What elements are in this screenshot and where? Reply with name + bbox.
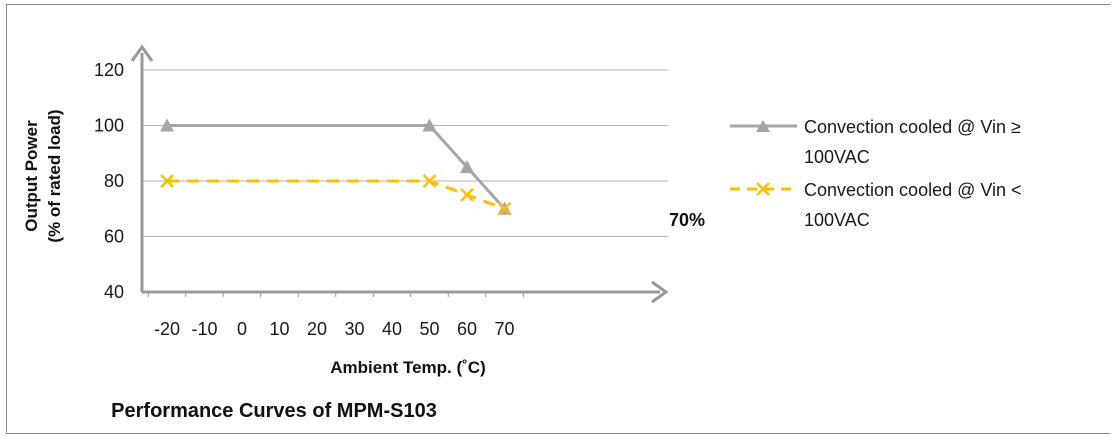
legend-entry-2: Convection cooled @ Vin < 100VAC xyxy=(730,180,1022,230)
x-tick-labels: -20 -10 0 10 20 30 40 50 60 70 xyxy=(154,319,515,339)
data-point-triangle xyxy=(460,160,474,174)
x-tick-label: 10 xyxy=(269,319,289,339)
y-tick-label: 120 xyxy=(94,60,124,80)
data-point-triangle xyxy=(422,118,437,132)
x-tick-label: 70 xyxy=(494,319,514,339)
x-tick-label: 40 xyxy=(382,319,402,339)
legend-label-1-line-1: Convection cooled @ Vin ≥ xyxy=(804,117,1021,137)
legend-label-2-line-1: Convection cooled @ Vin < xyxy=(804,180,1022,200)
gridlines xyxy=(142,69,668,237)
y-axis-arrowhead xyxy=(130,44,154,62)
legend-marker-triangle xyxy=(756,120,770,132)
series-line-2 xyxy=(167,179,506,211)
legend-label-1-line-2: 100VAC xyxy=(804,147,870,167)
axes xyxy=(130,44,669,304)
data-point-x xyxy=(497,201,512,216)
legend-marker-x xyxy=(756,182,770,196)
y-tick-label: 40 xyxy=(104,282,124,302)
y-axis-title-line-2: (% of rated load) xyxy=(45,109,64,242)
x-tick-label: -10 xyxy=(191,319,217,339)
x-axis-arrowhead xyxy=(651,280,669,304)
y-tick-label: 80 xyxy=(104,171,124,191)
x-tick-label: 0 xyxy=(237,319,247,339)
x-tick-label: -20 xyxy=(154,319,180,339)
legend: Convection cooled @ Vin ≥ 100VAC Convect… xyxy=(730,117,1022,230)
x-axis-title: Ambient Temp. (˚C) xyxy=(330,358,486,377)
annotation-70-percent: 70% xyxy=(669,210,705,230)
chart-frame xyxy=(6,4,1110,434)
series-group xyxy=(160,118,512,216)
data-point-x xyxy=(460,187,474,202)
series-line-1 xyxy=(167,124,506,210)
x-tick-label: 50 xyxy=(419,319,439,339)
y-tick-label: 100 xyxy=(94,116,124,136)
x-tick-label: 30 xyxy=(344,319,364,339)
legend-entry-1: Convection cooled @ Vin ≥ 100VAC xyxy=(730,117,1021,167)
data-point-x xyxy=(160,174,174,188)
y-tick-labels: 40 60 80 100 120 xyxy=(94,60,124,302)
x-tick-label: 20 xyxy=(307,319,327,339)
legend-x-shape xyxy=(756,182,770,196)
data-point-x xyxy=(422,174,437,188)
chart-title: Performance Curves of MPM-S103 xyxy=(111,400,437,422)
legend-label-2-line-2: 100VAC xyxy=(804,210,870,230)
y-tick-label: 60 xyxy=(104,227,124,247)
data-point-triangle xyxy=(160,118,174,132)
y-axis-title-line-1: Output Power xyxy=(22,120,41,232)
x-tick-label: 60 xyxy=(457,319,477,339)
